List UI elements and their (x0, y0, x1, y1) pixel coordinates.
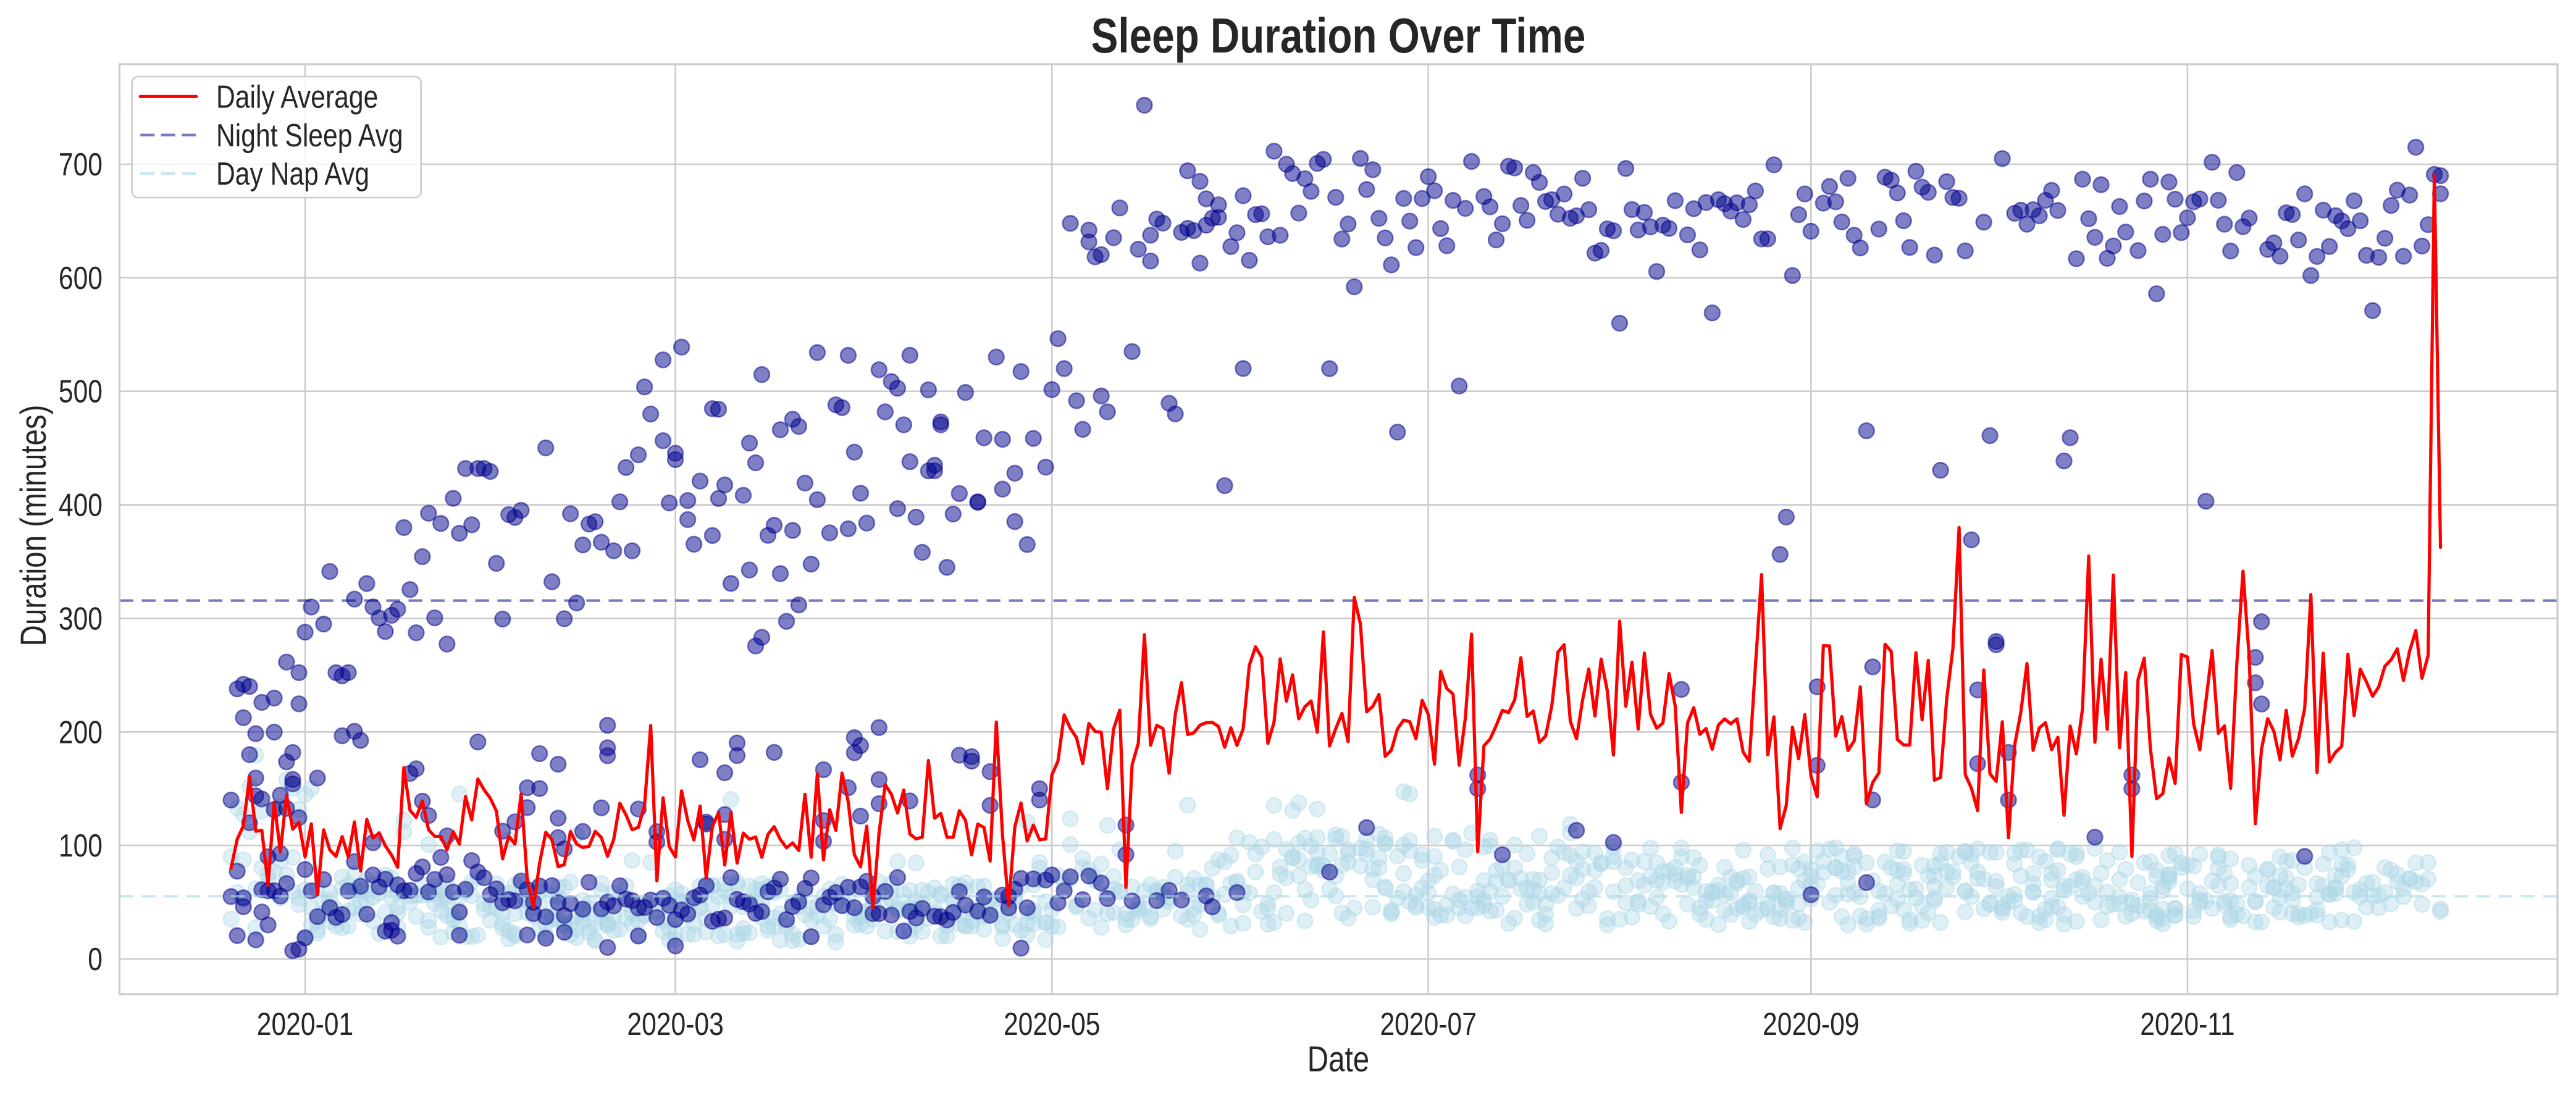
svg-text:0: 0 (88, 942, 103, 978)
svg-text:300: 300 (59, 601, 103, 637)
svg-text:Night Sleep Avg: Night Sleep Avg (216, 118, 403, 154)
svg-text:700: 700 (59, 147, 103, 183)
svg-text:600: 600 (59, 261, 103, 296)
svg-text:Day Nap Avg: Day Nap Avg (216, 156, 369, 192)
svg-text:400: 400 (59, 488, 103, 524)
svg-text:2020-05: 2020-05 (1004, 1007, 1100, 1042)
svg-text:2020-03: 2020-03 (627, 1007, 723, 1042)
svg-text:2020-01: 2020-01 (257, 1007, 353, 1042)
svg-text:200: 200 (59, 714, 103, 750)
svg-text:500: 500 (59, 374, 103, 410)
svg-text:Daily Average: Daily Average (216, 80, 378, 115)
svg-text:2020-11: 2020-11 (2140, 1007, 2234, 1042)
svg-text:100: 100 (59, 828, 103, 864)
svg-text:Sleep Duration Over Time: Sleep Duration Over Time (1091, 8, 1586, 64)
svg-text:Duration (minutes): Duration (minutes) (14, 404, 54, 646)
svg-text:2020-09: 2020-09 (1763, 1007, 1859, 1042)
svg-text:2020-07: 2020-07 (1380, 1007, 1476, 1042)
svg-text:Date: Date (1307, 1040, 1369, 1080)
